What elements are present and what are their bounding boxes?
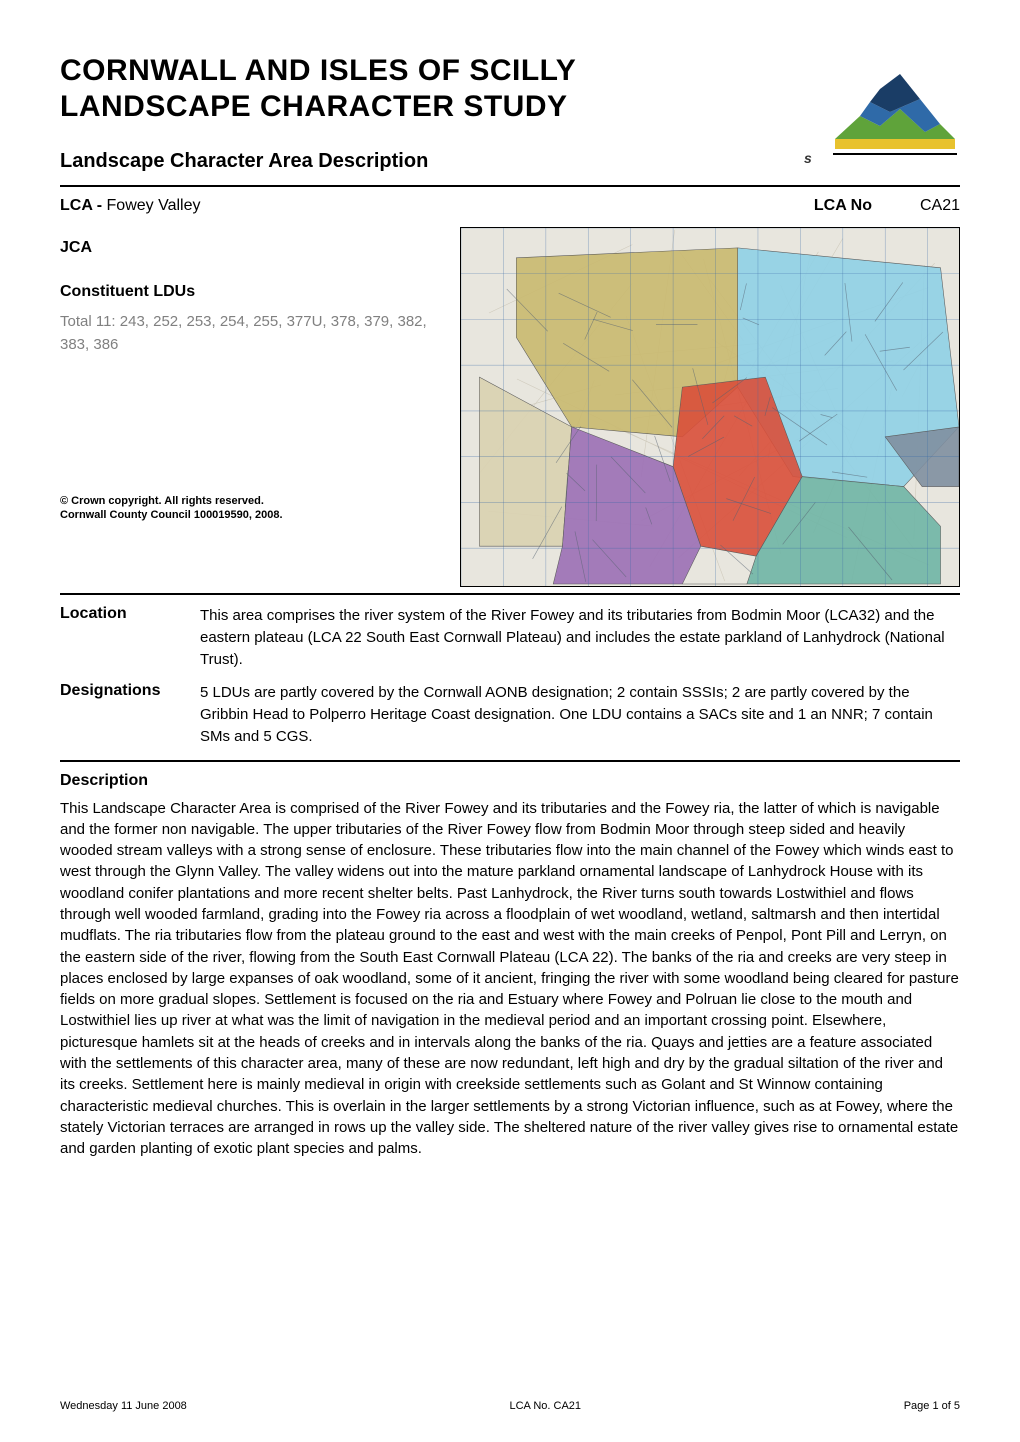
location-label: Location [60, 605, 180, 670]
divider [60, 185, 960, 187]
lca-no-label: LCA No [814, 197, 872, 215]
title-line-2: LANDSCAPE CHARACTER STUDY [60, 90, 576, 124]
footer-mid: LCA No. CA21 [509, 1400, 581, 1412]
copyright: © Crown copyright. All rights reserved. … [60, 494, 440, 523]
landscape-logo-icon [830, 54, 960, 164]
location-text: This area comprises the river system of … [200, 605, 960, 670]
jca-label: JCA [60, 239, 440, 257]
logo: s [820, 54, 960, 174]
location-row: Location This area comprises the river s… [60, 605, 960, 670]
copyright-line-1: © Crown copyright. All rights reserved. [60, 494, 440, 508]
designations-row: Designations 5 LDUs are partly covered b… [60, 682, 960, 747]
designations-text: 5 LDUs are partly covered by the Cornwal… [200, 682, 960, 747]
s-mark: s [804, 150, 812, 166]
designations-label: Designations [60, 682, 180, 747]
description-head: Description [60, 772, 960, 790]
divider [60, 593, 960, 595]
lca-row: LCA - Fowey Valley LCA No CA21 [60, 197, 960, 215]
divider [60, 760, 960, 762]
ldu-list: Total 11: 243, 252, 253, 254, 255, 377U,… [60, 311, 440, 356]
footer-left: Wednesday 11 June 2008 [60, 1400, 187, 1412]
title-block: CORNWALL AND ISLES OF SCILLY LANDSCAPE C… [60, 54, 576, 179]
lca-label: LCA - [60, 197, 107, 214]
subtitle: Landscape Character Area Description [60, 150, 576, 173]
map-image [460, 227, 960, 587]
lca-no-value: CA21 [920, 197, 960, 215]
footer: Wednesday 11 June 2008 LCA No. CA21 Page… [60, 1400, 960, 1412]
title-line-1: CORNWALL AND ISLES OF SCILLY [60, 54, 576, 88]
description-body: This Landscape Character Area is compris… [60, 798, 960, 1160]
footer-right: Page 1 of 5 [904, 1400, 960, 1412]
lca-value: Fowey Valley [107, 197, 201, 214]
map-svg [461, 228, 959, 586]
copyright-line-2: Cornwall County Council 100019590, 2008. [60, 508, 440, 522]
ldu-head: Constituent LDUs [60, 283, 440, 301]
